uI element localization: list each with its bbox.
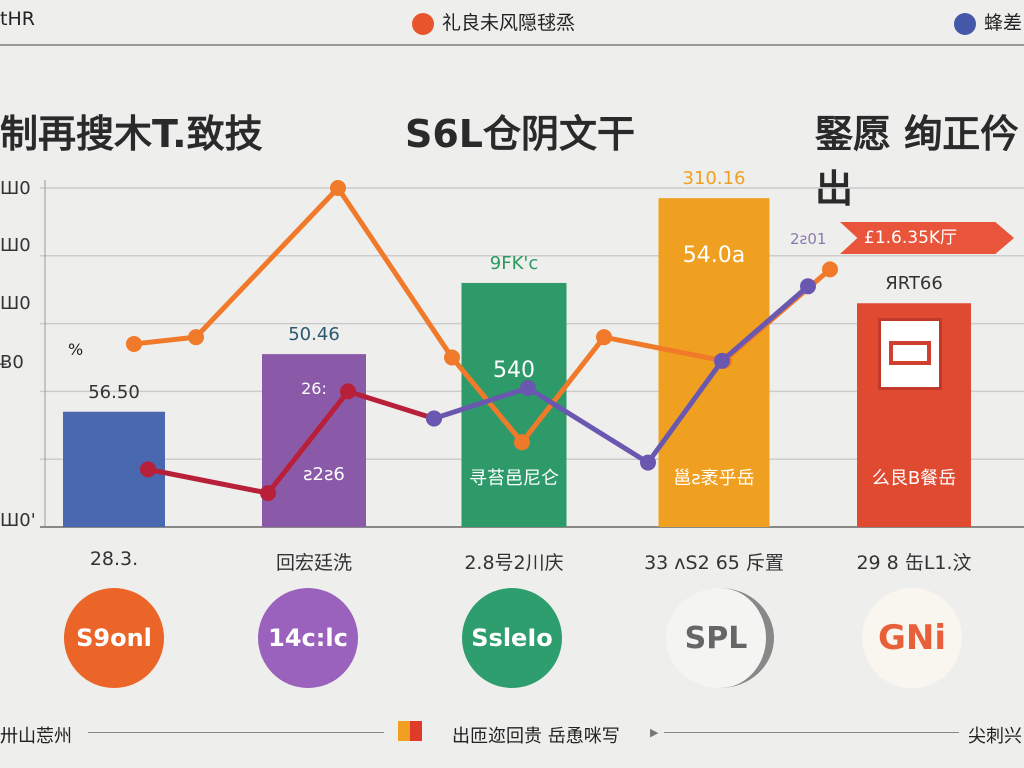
orange-dot-icon [412, 12, 434, 35]
logo-badge: SsleIo [462, 588, 562, 688]
logo-badge-text: SPL [684, 620, 748, 656]
logo-badge-text: GNi [877, 618, 947, 658]
category-label: 33 ʌS2 65 斥置 [644, 552, 784, 574]
y-tick: Ƀ0 [0, 352, 24, 373]
legend-orange-label: 礼良未风隠毬烝 [442, 12, 576, 34]
series-point [800, 278, 816, 295]
series-point [640, 454, 656, 471]
y-tick: Ш0 [0, 178, 31, 199]
category-label: 2.8号2川庆 [464, 552, 564, 574]
series-point [822, 261, 838, 278]
series-point [340, 383, 356, 400]
series-point [260, 485, 276, 502]
document-icon [878, 318, 942, 390]
bar-inner-label: 26: [301, 379, 327, 399]
series-point [596, 329, 612, 346]
bar-top-label: 9FK'c [489, 252, 539, 274]
category-label: 28.3. [89, 548, 139, 570]
title-center: S6L仓阴文干 [405, 112, 636, 156]
logo-badge-text: S9onl [76, 624, 152, 652]
series-point [188, 329, 204, 346]
y-tick: Ш0 [0, 293, 31, 314]
arrow-icon: ▶ [650, 726, 659, 739]
series-point [126, 335, 142, 352]
footer-line [88, 732, 384, 733]
series-point [444, 349, 460, 366]
footer-line [664, 732, 959, 733]
blue-dot-icon [954, 12, 976, 35]
footer-left: 卅山莣州 [0, 726, 72, 747]
logo-badge-text: 14c:lc [268, 624, 348, 652]
logo-badge-text: SsleIo [471, 624, 553, 652]
bar-top-label: ЯRT66 [885, 273, 943, 295]
series-line [147, 388, 435, 496]
arrow-small-label: 2ƨ01 [790, 230, 827, 248]
logo-badge: S9onl [64, 588, 164, 688]
series-point [140, 461, 156, 478]
logo-badge: SPL [666, 588, 774, 688]
footer-center: 出匝迩回贵 岳恿咪写 [452, 726, 620, 747]
legend-blue-label: 蜂差 [984, 12, 1023, 34]
logo-badge: GNi [862, 588, 962, 688]
logo-badge: 14c:lc [258, 588, 358, 688]
bar-inner-label: 54.0a [682, 243, 746, 269]
title-right: 鋻愿 绚正仱出 [815, 112, 1019, 211]
bar-inner-label: 540 [493, 357, 535, 383]
bar-inner-label: 么艮B餐岳 [871, 468, 957, 489]
swatch-red-icon [410, 721, 422, 741]
bar-top-label: 50.46 [288, 324, 340, 346]
bar-inner-label: 邕ƨ袤乎岳 [673, 468, 755, 489]
bar-inner-label: ƨ2ƨ6 [303, 464, 345, 485]
bar-top-label: 310.16 [682, 168, 746, 190]
percent-label: % [68, 340, 84, 359]
legend-blue: 蜂差 [954, 8, 1022, 35]
bar [658, 198, 770, 528]
category-label: 回宏廷洗 [275, 552, 353, 574]
y-tick: Ш0' [0, 510, 36, 531]
bar [262, 354, 366, 527]
y-tick: Ш0 [0, 235, 31, 256]
bar-top-label: 56.50 [88, 381, 140, 403]
header-divider [0, 44, 1024, 46]
series-point [426, 410, 442, 427]
category-label: 29 8 缶L1.汶 [856, 552, 972, 574]
series-point [714, 352, 730, 369]
series-point [520, 380, 536, 397]
footer-right: 尖刺兴 [968, 726, 1022, 747]
arrow-callout: £1.6.35K厅 [840, 222, 1014, 254]
title-left: 制再搜木T.致技 [0, 112, 263, 156]
series-point [330, 180, 346, 196]
legend-left: tHR [0, 8, 35, 30]
bar-inner-label: 寻苔邑尼仑 [469, 468, 559, 489]
series-point [514, 434, 530, 451]
legend-orange: 礼良未风隠毬烝 [412, 8, 575, 35]
swatch-orange-icon [398, 721, 410, 741]
